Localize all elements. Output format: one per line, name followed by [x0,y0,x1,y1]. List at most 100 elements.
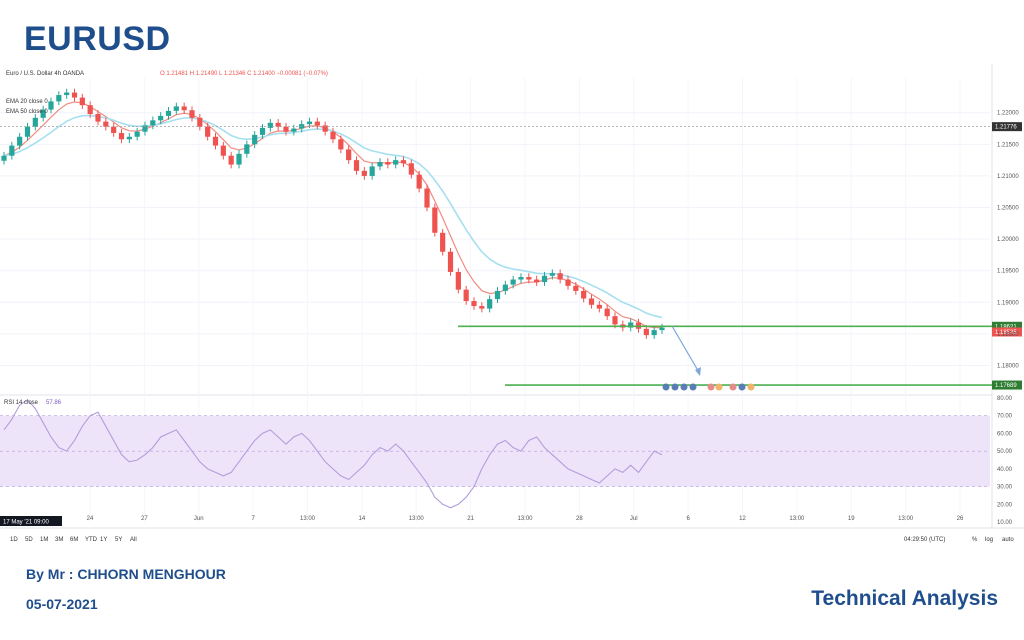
candle-body [87,105,93,115]
candle-body [314,121,320,126]
x-tick-label: 7 [251,516,255,522]
rsi-tick-label: 10.00 [997,520,1013,526]
timeframe-5d-button[interactable]: 5D [25,537,33,543]
price-label-bg [992,321,1022,331]
candle-body [236,153,242,165]
candle-body [275,122,281,127]
candle-body [447,251,454,272]
scale-auto[interactable]: auto [1002,537,1014,543]
candle-body [628,322,634,328]
timeframe-1y-button[interactable]: 1Y [100,537,107,543]
tradingview-chart[interactable]: 1.21776 1.18621 1.18535 1.17689 1.22000 1.21… [0,64,1024,550]
candle-body [95,114,101,122]
x-tick-label: 13:00 [300,516,316,522]
candle-body [565,279,571,286]
candle-body [479,306,485,309]
candle-body [588,298,595,305]
candle-body [322,125,328,132]
event-markers [662,383,755,391]
timeframe-buttons[interactable]: 1D 5D 1M 3M 6M YTD 1Y 5Y All [10,537,137,543]
x-tick-label: 26 [957,516,964,522]
timeframe-1m-button[interactable]: 1M [40,537,48,543]
candle-body [385,162,391,165]
candle-body [64,92,70,96]
candle-body [393,160,399,165]
candle-body [494,290,501,300]
timeframe-1d-button[interactable]: 1D [10,537,18,543]
x-tick-label: 14 [359,516,366,522]
y-tick-label: 1.22000 [997,111,1019,117]
price-label: 1.18621 [995,324,1017,330]
candle-body [1,155,7,161]
candle-body [228,155,234,165]
rsi-tick-label: 20.00 [997,502,1013,508]
candle-body [111,126,117,133]
candle-body [502,284,508,291]
rsi-tick-label: 50.00 [997,449,1013,455]
timeframe-5y-button[interactable]: 5Y [115,537,122,543]
x-tick-label: Jul [630,516,638,522]
symbol-header: Euro / U.S. Dollar 4h OANDA [6,71,84,77]
candle-body [306,121,313,125]
candle-body [408,163,414,175]
rsi-series-line [3,399,663,509]
candle-body [463,289,469,302]
y-tick-label: 1.21500 [997,142,1019,148]
x-tick-label: 6 [686,516,690,522]
candle-body [510,279,516,285]
price-label-bg [992,380,1022,390]
candle-body [643,328,649,336]
publish-date: 05-07-2021 [26,596,98,612]
rsi-tick-label: 60.00 [997,431,1013,437]
candle-body [150,120,156,126]
clock-readout: 04:29:50 (UTC) [904,537,945,543]
candle-body [361,170,367,176]
rsi-line [3,399,663,509]
candle-body [212,136,219,146]
candle-body [549,273,555,276]
candle-body [369,166,375,176]
y-tick-label: 1.18000 [997,363,1019,369]
y-tick-label: 1.20000 [997,237,1019,243]
y-tick-label: 1.18500 [997,332,1019,338]
y-tick-label: 1.19000 [997,300,1019,306]
x-tick-label: Jun [194,516,204,522]
candle-body [118,132,125,140]
rsi-band [0,415,990,487]
candle-body [604,308,610,317]
candle-body [32,117,38,127]
candle-body [158,115,164,121]
candle-body [197,117,203,127]
author-line: By Mr : CHHORN MENGHOUR [26,566,226,582]
page-title: EURUSD [24,20,171,58]
candle-body [353,160,360,171]
x-tick-label: 28 [576,516,583,522]
timeframe-3m-button[interactable]: 3M [55,537,63,543]
candle-body [400,160,407,164]
candle-body [526,277,532,280]
timeframe-all-button[interactable]: All [130,537,137,543]
timeframe-6m-button[interactable]: 6M [70,537,78,543]
candle-body [330,131,336,140]
price-label: 1.21776 [995,125,1017,131]
scale-log[interactable]: log [985,537,993,543]
candle-body [557,273,563,280]
ohlc-header: O 1.21481 H 1.21490 L 1.21346 C 1.21400 … [160,71,328,77]
candle-body [173,106,179,111]
footer-tag: Technical Analysis [811,587,998,610]
rsi-tick-label: 30.00 [997,485,1013,491]
candle-body [612,316,618,325]
candle-body [252,134,258,145]
candle-body [181,106,187,111]
rsi-label: RSI 14 close [4,400,39,406]
scale-percent[interactable]: % [972,537,978,543]
x-tick-label: 24 [87,516,94,522]
timeframe-ytd-button[interactable]: YTD [85,537,98,543]
candle-body [9,145,15,156]
candle-body [596,304,602,309]
price-label: 1.17689 [995,383,1017,389]
candle-body [189,110,195,118]
legend-ema20: EMA 20 close 0 [6,99,48,105]
